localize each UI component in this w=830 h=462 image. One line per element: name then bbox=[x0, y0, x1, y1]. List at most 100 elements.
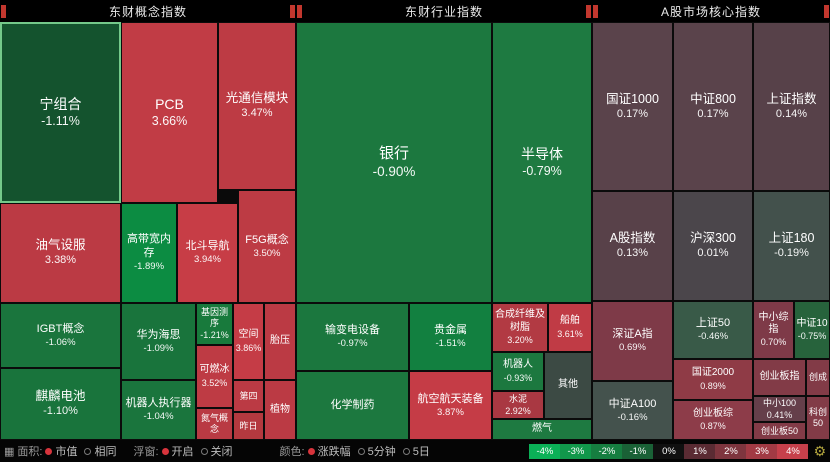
radio-option[interactable]: 市值 bbox=[45, 443, 77, 459]
treemap-tile[interactable]: 创成 bbox=[806, 359, 830, 396]
treemap-tile[interactable]: 空间 3.86% bbox=[233, 303, 264, 380]
treemap-tile[interactable]: A股指数 0.13% bbox=[592, 191, 673, 301]
treemap-tile[interactable]: 中证10 -0.75% bbox=[794, 301, 830, 359]
legend-segment: 2% bbox=[715, 443, 747, 459]
radio-option[interactable]: 涨跌幅 bbox=[307, 443, 351, 459]
treemap-tile[interactable]: 贵金属 -1.51% bbox=[409, 303, 492, 371]
treemap-tile[interactable]: 机器人 -0.93% bbox=[492, 352, 544, 391]
treemap-tile[interactable]: 船舶 3.61% bbox=[548, 303, 592, 352]
radio-icon bbox=[161, 447, 169, 455]
treemap-tile[interactable]: 高带宽内存 -1.89% bbox=[121, 203, 177, 303]
radio-option[interactable]: 关闭 bbox=[200, 443, 233, 459]
radio-option[interactable]: 相同 bbox=[84, 443, 116, 459]
control-group-label: 颜色: bbox=[279, 446, 305, 458]
treemap-tile[interactable]: 创业板50 bbox=[753, 422, 806, 440]
treemap-tile[interactable]: 氮气概念 bbox=[196, 408, 233, 440]
treemap-tile[interactable]: 燃气 bbox=[492, 419, 592, 440]
treemap-tile[interactable]: 银行 -0.90% bbox=[296, 22, 492, 303]
radio-option-label: 5分钟 bbox=[367, 446, 396, 458]
treemap-tile[interactable]: 化学制药 bbox=[296, 371, 409, 440]
treemap-tile[interactable]: PCB 3.66% bbox=[121, 22, 218, 203]
treemap-tile[interactable]: IGBT概念 -1.06% bbox=[0, 303, 121, 368]
tile-label: 机器人 bbox=[503, 359, 533, 371]
treemap-tile[interactable]: 北斗导航 3.94% bbox=[177, 203, 238, 303]
treemap-tile[interactable]: 中证800 0.17% bbox=[673, 22, 753, 191]
tile-value: -0.90% bbox=[372, 163, 416, 179]
tile-label: 高带宽内存 bbox=[127, 233, 171, 259]
treemap-tile[interactable]: 科创50 bbox=[806, 396, 830, 440]
tile-value: 0.13% bbox=[616, 247, 649, 260]
treemap-tile[interactable]: 创业板综 0.87% bbox=[673, 400, 753, 440]
tile-value: 2.92% bbox=[505, 405, 531, 416]
treemap-tile[interactable]: 国证1000 0.17% bbox=[592, 22, 673, 191]
tile-label: 中证10 bbox=[796, 317, 828, 329]
treemap-tile[interactable]: 华为海思 -1.09% bbox=[121, 303, 196, 380]
treemap-tile[interactable]: 深证A指 0.69% bbox=[592, 301, 673, 381]
control-group-label: 面积: bbox=[17, 446, 43, 458]
treemap-tile[interactable]: 上证指数 0.14% bbox=[753, 22, 830, 191]
treemap-tile[interactable]: 麒麟电池 -1.10% bbox=[0, 368, 121, 440]
tile-value: 3.87% bbox=[437, 406, 464, 418]
tile-value: 3.66% bbox=[151, 113, 188, 128]
treemap-tile[interactable]: 水泥 2.92% bbox=[492, 391, 544, 419]
tile-label: 国证2000 bbox=[691, 367, 735, 379]
legend-segment: -1% bbox=[622, 443, 654, 459]
radio-option[interactable]: 5分钟 bbox=[357, 443, 396, 459]
tile-label: 国证1000 bbox=[606, 91, 659, 106]
tile-label: 中证800 bbox=[690, 91, 736, 106]
tile-label: 上证50 bbox=[695, 317, 731, 329]
header-red-marker-icon bbox=[1, 4, 6, 18]
treemap-tile[interactable]: F5G概念 3.50% bbox=[238, 190, 296, 303]
treemap-tile[interactable]: 上证180 -0.19% bbox=[753, 191, 830, 301]
radio-option-label: 涨跌幅 bbox=[317, 446, 351, 458]
treemap-tile[interactable]: 半导体 -0.79% bbox=[492, 22, 592, 303]
tile-label: 上证指数 bbox=[766, 91, 817, 106]
legend-segment: 0% bbox=[653, 443, 685, 459]
radio-option-label: 关闭 bbox=[210, 446, 233, 458]
treemap-tile[interactable]: 上证50 -0.46% bbox=[673, 301, 753, 359]
treemap-tile[interactable]: 中小综指 0.70% bbox=[753, 301, 794, 359]
tile-value: 0.41% bbox=[766, 409, 793, 420]
treemap-tile[interactable]: 基因测序 -1.21% bbox=[196, 303, 233, 345]
tile-value: 0.14% bbox=[775, 107, 808, 120]
radio-option[interactable]: 5日 bbox=[402, 443, 430, 459]
legend-segment: -4% bbox=[529, 443, 561, 459]
treemap-tile[interactable]: 中证A100 -0.16% bbox=[592, 381, 673, 440]
treemap-tile[interactable]: 油气设服 3.38% bbox=[0, 203, 121, 303]
treemap-tile[interactable]: 机器人执行器 -1.04% bbox=[121, 380, 196, 440]
legend-segment: -3% bbox=[560, 443, 592, 459]
tile-label: PCB bbox=[155, 95, 184, 112]
treemap-tile[interactable]: 航空航天装备 3.87% bbox=[409, 371, 492, 440]
treemap-tile[interactable]: 创业板指 bbox=[753, 359, 806, 396]
treemap-tile[interactable]: 光通信模块 3.47% bbox=[218, 22, 296, 190]
tile-label: A股指数 bbox=[609, 231, 656, 246]
treemap-tile[interactable]: 可燃冰 3.52% bbox=[196, 345, 233, 408]
tile-label: 半导体 bbox=[521, 145, 563, 162]
tile-label: 光通信模块 bbox=[225, 91, 289, 106]
treemap-tile[interactable]: 宁组合 -1.11% bbox=[0, 22, 121, 203]
treemap-tile[interactable]: 国证2000 0.89% bbox=[673, 359, 753, 400]
settings-gear-icon[interactable]: ⚙ bbox=[813, 443, 826, 459]
treemap-tile[interactable]: 合成纤维及树脂 3.20% bbox=[492, 303, 548, 352]
treemap-tile[interactable]: 输变电设备 -0.97% bbox=[296, 303, 409, 371]
treemap-tile[interactable]: 胎压 bbox=[264, 303, 296, 380]
treemap-tile[interactable]: 第四 bbox=[233, 380, 264, 412]
header-section-concept: 东财概念指数 bbox=[0, 0, 296, 22]
tile-label: 贵金属 bbox=[434, 324, 467, 336]
treemap-tile[interactable]: 沪深300 0.01% bbox=[673, 191, 753, 301]
treemap-tile[interactable]: 中小100 0.41% bbox=[753, 396, 806, 422]
tile-label: 船舶 bbox=[560, 315, 580, 327]
radio-option[interactable]: 开启 bbox=[161, 443, 194, 459]
tile-value: 0.01% bbox=[697, 247, 729, 260]
tile-label: 其他 bbox=[558, 379, 578, 391]
tile-label: 合成纤维及树脂 bbox=[495, 309, 545, 333]
treemap-tile[interactable]: 昨日 bbox=[233, 412, 264, 440]
legend-segment: 4% bbox=[777, 443, 809, 459]
treemap-tile[interactable]: 植物 bbox=[264, 380, 296, 440]
tile-label: 银行 bbox=[378, 144, 409, 162]
treemap-tile[interactable]: 其他 bbox=[544, 352, 592, 419]
tile-value: -0.19% bbox=[774, 247, 809, 260]
tile-value: 0.87% bbox=[700, 421, 726, 432]
tile-value: -1.04% bbox=[143, 411, 174, 423]
